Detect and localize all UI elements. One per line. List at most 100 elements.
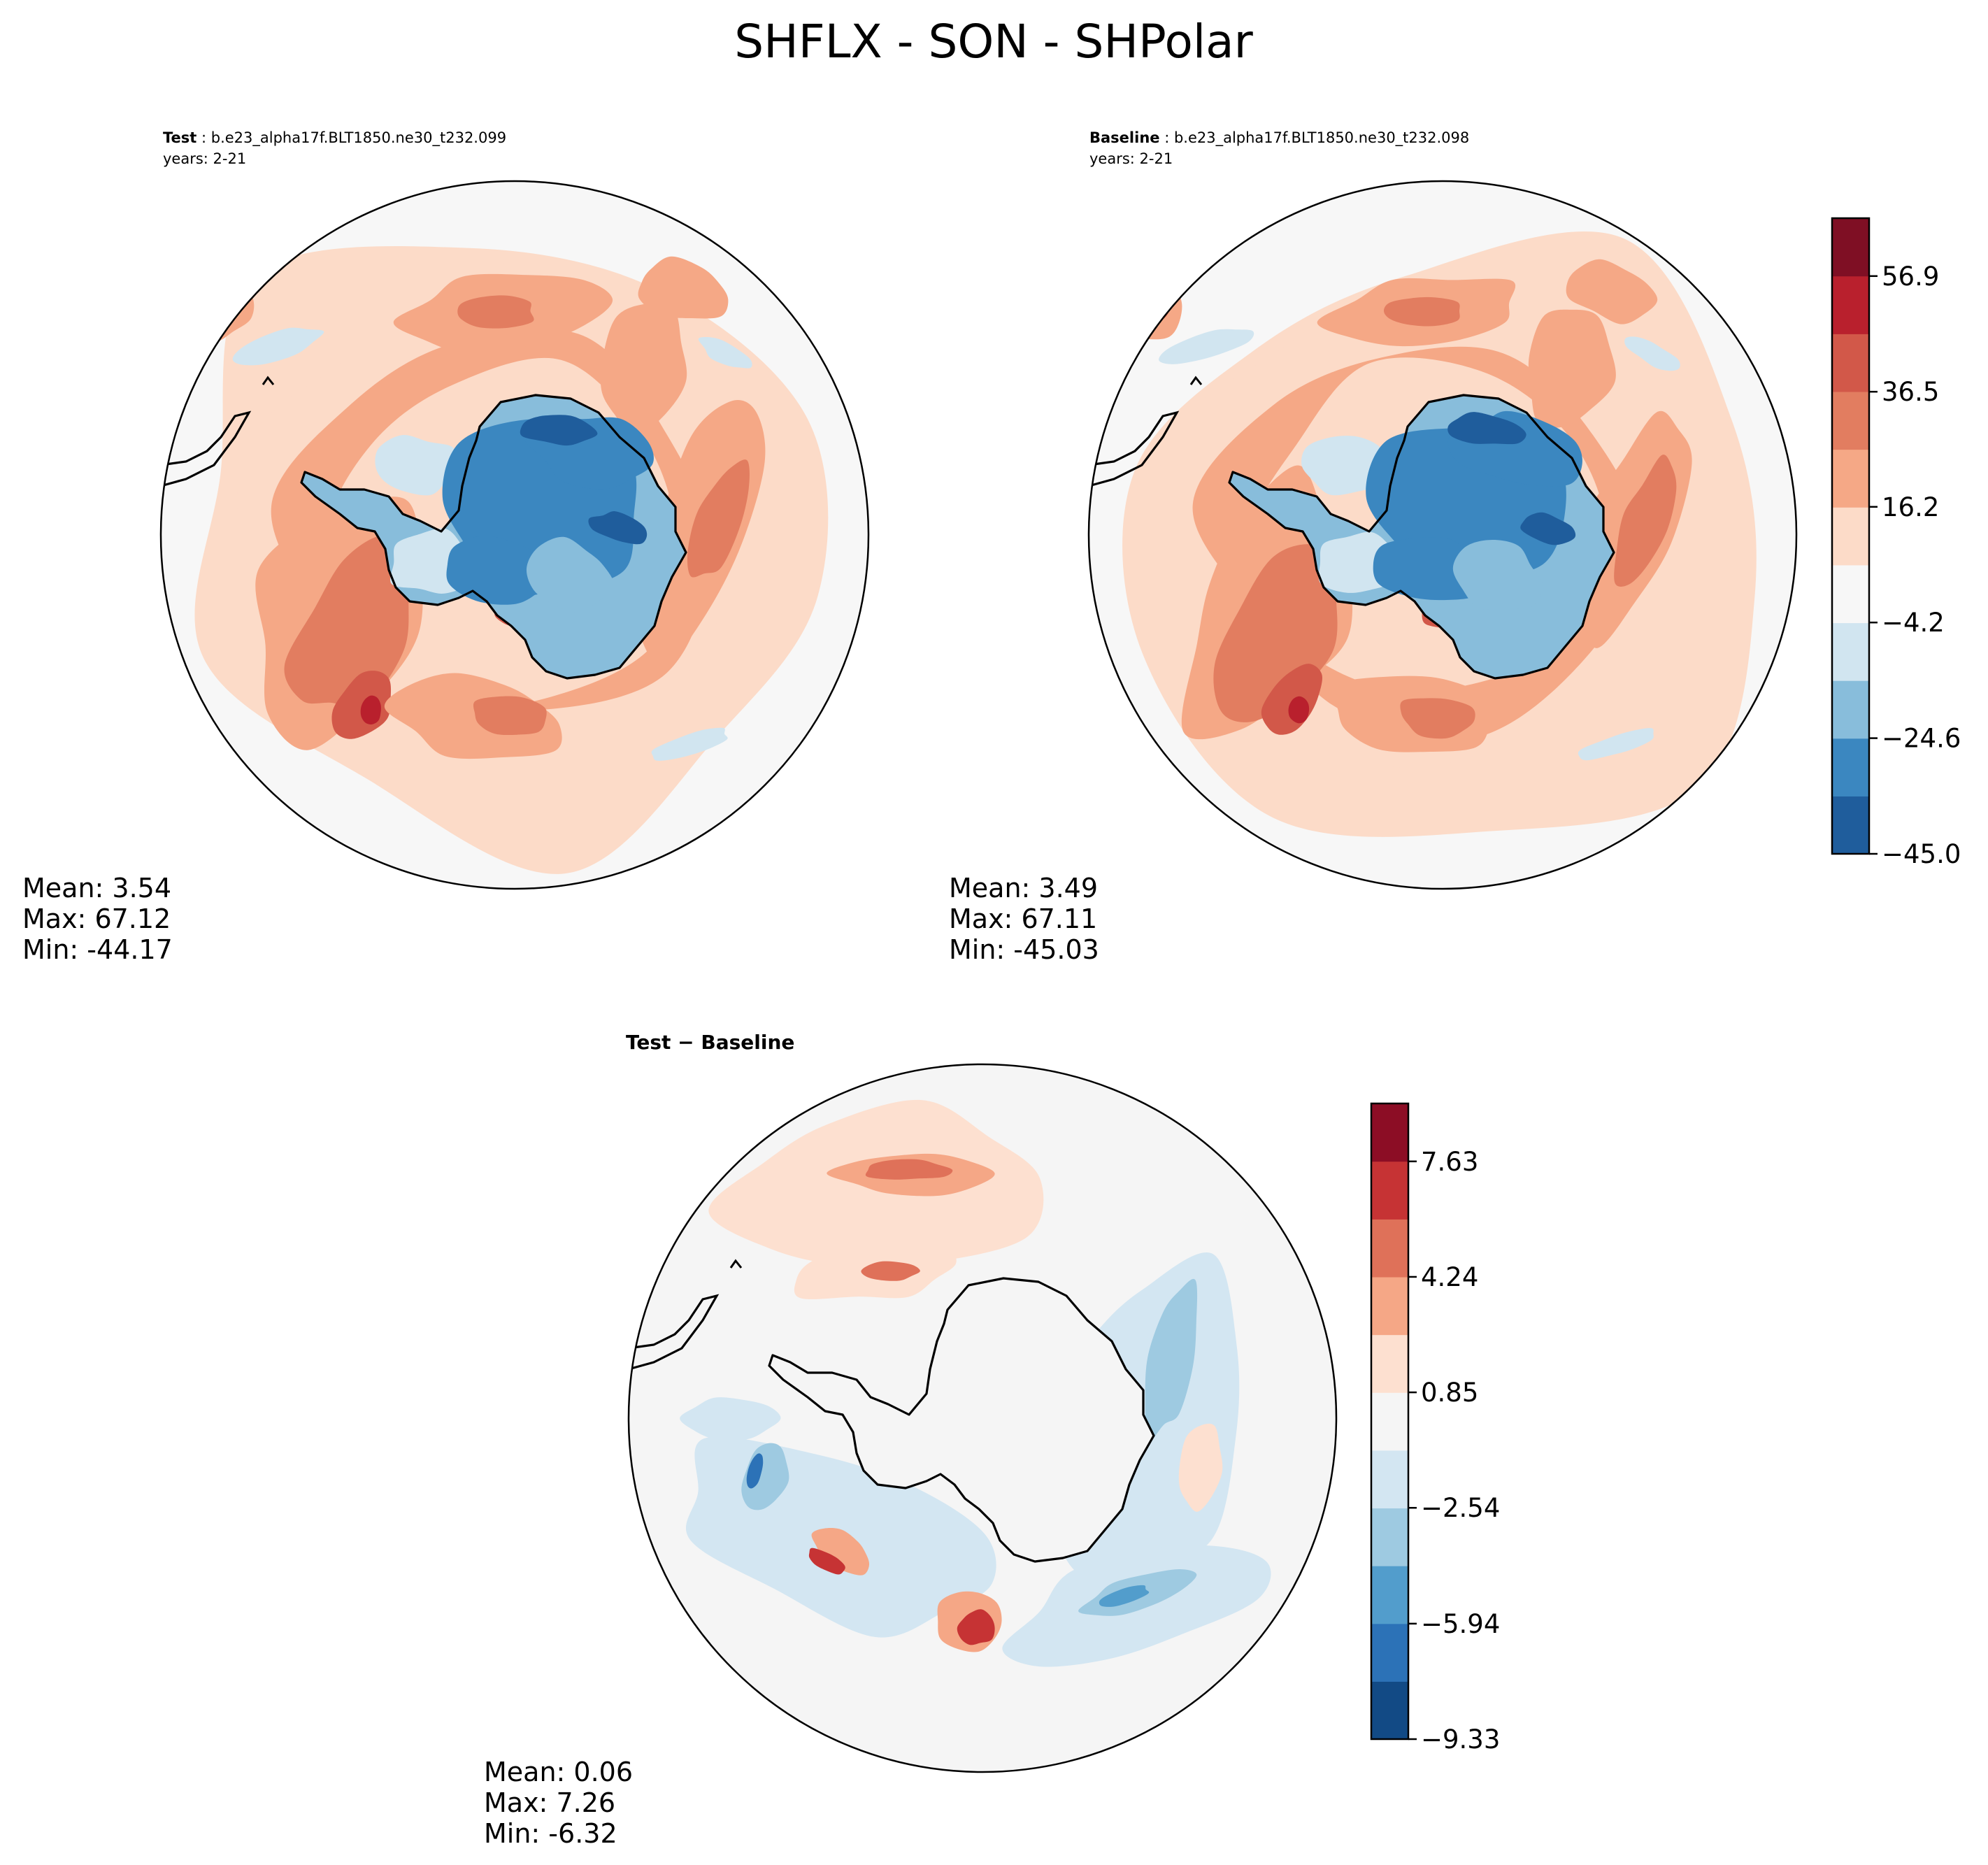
antarctica-coastline (300, 394, 687, 680)
island-coastline (262, 376, 275, 385)
diff-contour-6 (865, 1159, 953, 1180)
diff-colorbar-tick-label-5: 7.63 (1421, 1147, 1478, 1177)
diff-map-boundary (627, 1063, 1338, 1773)
antarctic-contour-5 (446, 536, 556, 605)
warm-contour-12 (206, 286, 236, 308)
diff-contour-18 (1178, 1423, 1223, 1512)
diff-contour-16 (861, 1261, 920, 1281)
diff-colorbar-segment-10 (1371, 1103, 1408, 1162)
baseline-max: Max: 67.11 (949, 903, 1097, 934)
diff-colorbar-tick-label-0: −9.33 (1421, 1724, 1500, 1755)
antarctica-coastline (768, 1277, 1155, 1563)
baseline-panel: Baseline : b.e23_alpha17f.BLT1850.ne30_t… (949, 129, 1798, 965)
test-panel: Test : b.e23_alpha17f.BLT1850.ne30_t232.… (22, 129, 870, 965)
south-america-coastline (1089, 410, 1180, 487)
warm-contour-10 (1089, 270, 1182, 340)
antarctic-contour-3 (520, 415, 598, 446)
diff-map (629, 1064, 1336, 1772)
main-colorbar-segment-4 (1832, 564, 1869, 624)
antarctic-contour-6 (526, 536, 615, 613)
warm-contour-7 (687, 459, 750, 578)
warm-contour-7 (1614, 455, 1677, 587)
diff-colorbar-segment-2 (1371, 1566, 1408, 1624)
diff-contour-17 (1145, 1278, 1198, 1442)
warm-contour-11 (184, 278, 242, 322)
baseline-map-boundary (1087, 180, 1798, 890)
baseline-map (1089, 181, 1796, 889)
main-colorbar-segment-8 (1832, 334, 1869, 392)
test-map-boundary (159, 180, 870, 890)
main-colorbar-segment-6 (1832, 449, 1869, 508)
baseline-panel-years: years: 2-21 (1089, 150, 1173, 167)
test-panel-years: years: 2-21 (163, 150, 246, 167)
main-colorbar-outline (1831, 217, 1871, 855)
diff-colorbar-segment-6 (1371, 1334, 1408, 1393)
main-colorbar-tick-label-0: −45.0 (1882, 839, 1961, 869)
main-colorbar-segment-9 (1832, 276, 1869, 334)
island-coastline (1189, 376, 1203, 385)
warm-contour-9 (457, 295, 534, 329)
diff-colorbar-segment-3 (1371, 1508, 1408, 1566)
main-colorbar-segment-10 (1832, 218, 1869, 277)
warm-contour-13 (1528, 309, 1616, 428)
diff-contour-12 (957, 1609, 995, 1645)
diff-contour-10 (808, 1548, 845, 1575)
cool-contour-3 (375, 435, 457, 496)
diff-colorbar-segment-1 (1371, 1623, 1408, 1682)
antarctica-field (769, 1278, 1154, 1562)
baseline-panel-label: Baseline : b.e23_alpha17f.BLT1850.ne30_t… (1089, 129, 1469, 147)
cool-contour-2 (651, 727, 728, 761)
diff-panel-label: Test − Baseline (626, 1031, 794, 1054)
antarctic-contour-2 (588, 511, 648, 545)
antarctic-contour-2 (1520, 512, 1576, 545)
diff-colorbar-segment-0 (1371, 1681, 1408, 1740)
diff-max: Max: 7.26 (484, 1787, 615, 1818)
cool-contour-1 (1624, 336, 1680, 371)
diff-colorbar-segment-8 (1371, 1219, 1408, 1278)
diff-colorbar-segment-4 (1371, 1450, 1408, 1509)
warm-contour-1 (284, 534, 413, 709)
test-mean: Mean: 3.54 (22, 873, 171, 903)
warm-contour-3 (1288, 696, 1310, 724)
antarctic-contour-6 (1452, 539, 1543, 610)
main-colorbar: −45.0 −24.6 −4.2 16.2 36.5 56.9 (1831, 217, 1961, 869)
diff-colorbar-tick-label-2: −2.54 (1421, 1493, 1500, 1523)
cool-contour-0 (232, 327, 324, 366)
test-min: Min: -44.17 (22, 934, 173, 965)
diff-panel: Test − Baseline Mean: 0.06 Max: 7.26 Min… (484, 1031, 1338, 1849)
main-colorbar-segment-2 (1832, 680, 1869, 739)
diff-colorbar: −9.33 −5.94 −2.54 0.85 4.24 7.63 (1370, 1102, 1500, 1755)
warm-contour-16 (638, 256, 729, 319)
warm-contour-13 (600, 303, 687, 436)
south-america-coastline (161, 410, 252, 487)
main-colorbar-tick-label-5: 56.9 (1882, 262, 1939, 292)
test-map (161, 181, 868, 889)
warm-contour-16 (1566, 259, 1658, 324)
diff-min: Min: -6.32 (484, 1818, 617, 1849)
main-colorbar-segment-5 (1832, 507, 1869, 566)
antarctic-contour-5 (1373, 537, 1485, 601)
baseline-mean: Mean: 3.49 (949, 873, 1098, 903)
warm-contour-5 (1400, 698, 1475, 739)
south-america-coastline (629, 1294, 720, 1371)
diff-colorbar-tick-label-4: 4.24 (1421, 1262, 1478, 1292)
main-colorbar-segment-1 (1832, 738, 1869, 796)
baseline-min: Min: -45.03 (949, 934, 1099, 965)
main-colorbar-tick-label-2: −4.2 (1882, 608, 1945, 638)
diff-colorbar-segment-7 (1371, 1276, 1408, 1336)
diff-colorbar-segment-5 (1371, 1392, 1408, 1451)
main-colorbar-segment-3 (1832, 622, 1869, 681)
main-colorbar-tick-label-3: 16.2 (1882, 492, 1939, 522)
cool-contour-0 (1159, 329, 1254, 364)
warm-contour-9 (1383, 296, 1460, 327)
diff-mean: Mean: 0.06 (484, 1757, 633, 1787)
warm-contour-12 (1136, 287, 1164, 309)
diff-contour-3 (680, 1397, 781, 1441)
warm-contour-5 (473, 696, 547, 736)
diff-contour-8 (746, 1453, 764, 1489)
figure-title: SHFLX - SON - SHPolar (734, 15, 1253, 69)
main-colorbar-tick-label-4: 36.5 (1882, 377, 1939, 407)
diff-colorbar-tick-label-3: 0.85 (1421, 1378, 1478, 1408)
cool-contour-2 (1578, 728, 1654, 761)
